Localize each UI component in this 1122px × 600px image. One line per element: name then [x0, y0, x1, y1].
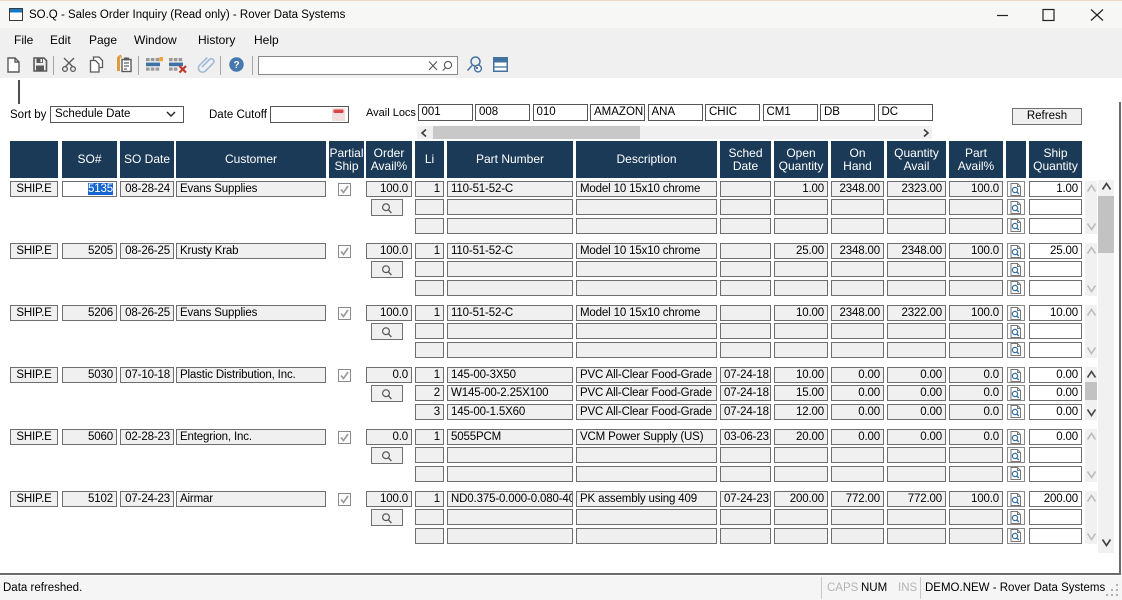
- svg-text:?: ?: [233, 60, 239, 71]
